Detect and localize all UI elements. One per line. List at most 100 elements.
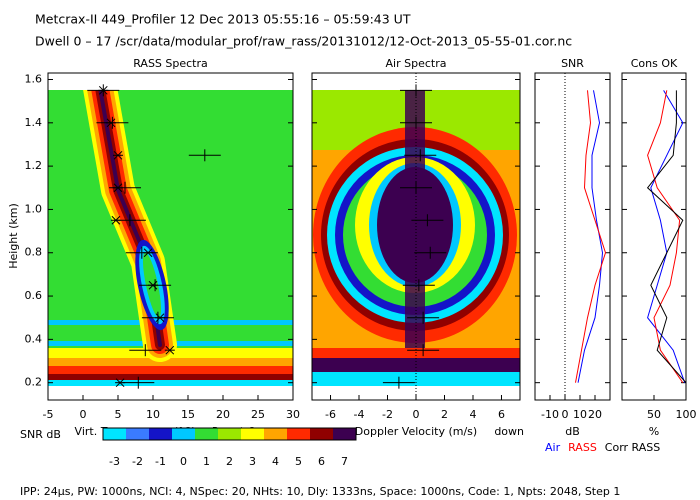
point bbox=[115, 378, 126, 388]
y-tick-label: 0.4 bbox=[25, 332, 43, 345]
x-tick-label: 2 bbox=[441, 408, 448, 421]
y-tick-label: 1.2 bbox=[25, 159, 43, 172]
footer: IPP: 24μs, PW: 1000ns, NCI: 4, NSpec: 20… bbox=[20, 485, 620, 498]
point-stroke bbox=[143, 248, 153, 258]
x-tick-label: -2 bbox=[382, 408, 393, 421]
colorbar-tick-label: 2 bbox=[226, 455, 233, 468]
panel-frame bbox=[47, 72, 294, 401]
profile-line bbox=[646, 90, 687, 384]
point-stroke bbox=[113, 183, 123, 193]
x-tick-label: 6 bbox=[498, 408, 505, 421]
colorbar-swatch bbox=[264, 428, 287, 440]
point bbox=[400, 84, 432, 97]
y-tick-label: 1.6 bbox=[25, 72, 43, 85]
point bbox=[113, 150, 123, 160]
colorbar-tick-label: 6 bbox=[318, 455, 325, 468]
colorbar-tick-label: -1 bbox=[155, 455, 166, 468]
panel-title: Cons OK bbox=[631, 57, 678, 70]
y-tick-label: 1.0 bbox=[25, 202, 43, 215]
x-tick-label: -10 bbox=[541, 408, 559, 421]
x-tick-label: 0 bbox=[413, 408, 420, 421]
x-tick-label: 20 bbox=[588, 408, 602, 421]
colorbar-tick-label: 1 bbox=[203, 455, 210, 468]
profile-line bbox=[575, 90, 607, 383]
x-axis-label: dB bbox=[565, 425, 580, 438]
colorbar-swatch bbox=[103, 428, 126, 440]
x-tick-label: 100 bbox=[676, 408, 697, 421]
x-tick-label: -5 bbox=[43, 408, 54, 421]
x-tick-label: 15 bbox=[181, 408, 195, 421]
colorbar-tick-label: 0 bbox=[180, 455, 187, 468]
point bbox=[110, 215, 121, 225]
x-tick-label: -6 bbox=[325, 408, 336, 421]
legend-entry: Corr RASS bbox=[605, 441, 660, 454]
header-line: Dwell 0 – 17 /scr/data/modular_prof/raw_… bbox=[35, 34, 572, 49]
colorbar-swatch bbox=[241, 428, 264, 440]
x-tick-label: 20 bbox=[216, 408, 230, 421]
legend-entry: Air bbox=[545, 441, 561, 454]
y-tick-label: 0.8 bbox=[25, 246, 43, 259]
colorbar-swatch bbox=[149, 428, 172, 440]
x-tick-label: 0 bbox=[562, 408, 569, 421]
x-axis-label: % bbox=[649, 425, 659, 438]
point-stroke bbox=[98, 85, 108, 95]
y-tick-label: 0.2 bbox=[25, 376, 43, 389]
colorbar-tick-label: 3 bbox=[249, 455, 256, 468]
y-axis-label: Height (km) bbox=[7, 203, 20, 269]
point-stroke bbox=[155, 313, 165, 323]
colorbar-swatch bbox=[310, 428, 333, 440]
point bbox=[188, 149, 221, 162]
point bbox=[411, 214, 444, 227]
y-tick-label: 1.4 bbox=[25, 116, 43, 129]
x-tick-label: 10 bbox=[573, 408, 587, 421]
panel-title: RASS Spectra bbox=[133, 57, 208, 70]
x-tick-label: 25 bbox=[251, 408, 265, 421]
point bbox=[407, 344, 440, 357]
point bbox=[402, 279, 435, 292]
x-axis-end-label: down bbox=[494, 425, 524, 438]
colorbar-tick-label: -2 bbox=[132, 455, 143, 468]
colorbar-swatch bbox=[126, 428, 149, 440]
point bbox=[382, 376, 415, 389]
x-axis-label: Doppler Velocity (m/s) bbox=[355, 425, 477, 438]
point-stroke bbox=[113, 150, 123, 160]
profile-line bbox=[647, 90, 686, 383]
x-tick-label: 30 bbox=[286, 408, 300, 421]
colorbar-swatch bbox=[172, 428, 195, 440]
point-stroke bbox=[115, 378, 125, 388]
rass-contours bbox=[48, 90, 293, 386]
colorbar-swatch bbox=[195, 428, 218, 440]
point bbox=[122, 376, 155, 389]
colorbar-swatch bbox=[218, 428, 241, 440]
panel-frame bbox=[534, 72, 611, 401]
x-tick-label: 5 bbox=[115, 408, 122, 421]
point bbox=[143, 248, 154, 258]
colorbar-tick-label: 5 bbox=[295, 455, 302, 468]
y-tick-label: 0.6 bbox=[25, 289, 43, 302]
legend-entry: RASS bbox=[568, 441, 597, 454]
point bbox=[106, 118, 116, 128]
profile-line bbox=[647, 90, 684, 383]
x-tick-label: 50 bbox=[647, 408, 661, 421]
colorbar-tick-label: -3 bbox=[109, 455, 120, 468]
point bbox=[400, 116, 432, 129]
point bbox=[414, 246, 447, 259]
point bbox=[98, 85, 109, 95]
point bbox=[400, 181, 432, 194]
colorbar-tick-label: 7 bbox=[341, 455, 348, 468]
colorbar-title: SNR dB bbox=[20, 428, 61, 441]
point bbox=[164, 345, 175, 355]
point bbox=[148, 280, 158, 290]
panel-title: Air Spectra bbox=[386, 57, 447, 70]
colorbar-swatch bbox=[287, 428, 310, 440]
point bbox=[129, 344, 162, 357]
profile-line bbox=[577, 90, 604, 383]
x-tick-label: 4 bbox=[469, 408, 476, 421]
x-tick-label: 10 bbox=[146, 408, 160, 421]
point-stroke bbox=[111, 215, 121, 225]
colorbar-swatch bbox=[333, 428, 356, 440]
x-tick-label: 0 bbox=[80, 408, 87, 421]
point-stroke bbox=[165, 345, 175, 355]
point bbox=[404, 149, 437, 162]
